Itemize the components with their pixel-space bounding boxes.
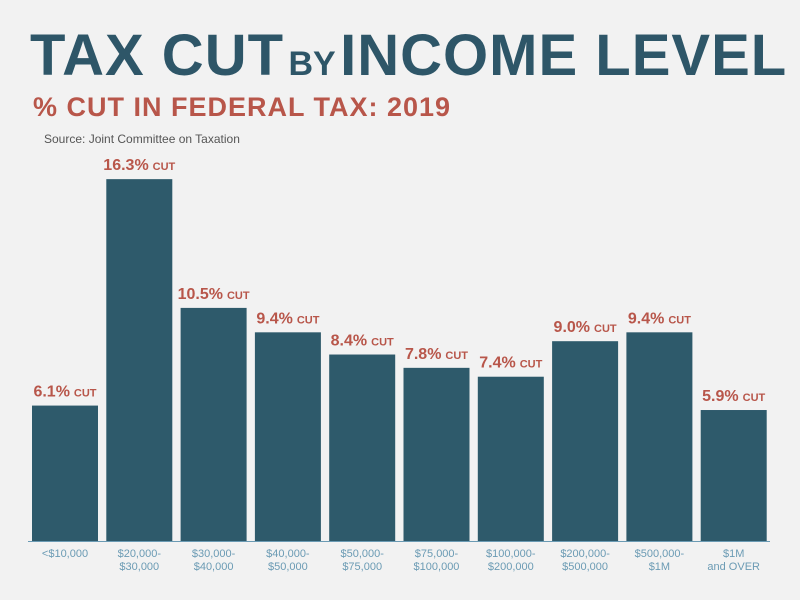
x-tick-label-2: $30,000-$40,000	[192, 548, 236, 573]
title-part-income-level: INCOME LEVEL	[340, 23, 788, 88]
data-label-3: 9.4% CUT	[256, 310, 319, 327]
data-label-1: 16.3% CUT	[103, 157, 175, 174]
data-label-2: 10.5% CUT	[178, 286, 250, 303]
data-label-5: 7.8% CUT	[405, 346, 468, 363]
x-tick-label-6: $100,000-$200,000	[486, 548, 536, 573]
title-part-by: BY	[288, 45, 336, 83]
data-label-4: 8.4% CUT	[331, 333, 394, 350]
x-tick-label-5: $75,000-$100,000	[414, 548, 460, 573]
source-note: Source: Joint Committee on Taxation	[44, 132, 240, 146]
bar-2	[180, 307, 247, 541]
x-tick-label-3: $40,000-$50,000	[266, 548, 310, 573]
x-tick-label-4: $50,000-$75,000	[340, 548, 384, 573]
bar-3	[254, 332, 321, 541]
data-label-0: 6.1% CUT	[33, 384, 96, 401]
data-label-7: 9.0% CUT	[554, 319, 617, 336]
bar-4	[329, 354, 396, 541]
bar-7	[552, 341, 619, 541]
bar-6	[477, 376, 544, 541]
bar-0	[32, 405, 98, 541]
data-label-8: 9.4% CUT	[628, 310, 691, 327]
x-tick-label-1: $20,000-$30,000	[118, 548, 162, 573]
x-tick-label-0: <$10,000	[42, 548, 88, 560]
x-tick-label-8: $500,000-$1M	[635, 548, 685, 573]
chart-title: TAX CUT BY INCOME LEVEL	[30, 22, 787, 89]
data-label-9: 5.9% CUT	[702, 388, 765, 405]
bar-5	[403, 367, 470, 541]
x-tick-label-7: $200,000-$500,000	[560, 548, 610, 573]
x-tick-label-9: $1M and OVER	[707, 548, 760, 573]
title-part-tax-cut: TAX CUT	[30, 23, 285, 88]
chart-subtitle: % CUT IN FEDERAL TAX: 2019	[33, 92, 452, 122]
bar-1	[106, 179, 173, 541]
bar-8	[626, 332, 693, 541]
data-label-6: 7.4% CUT	[479, 355, 542, 372]
bar-9	[700, 410, 767, 541]
